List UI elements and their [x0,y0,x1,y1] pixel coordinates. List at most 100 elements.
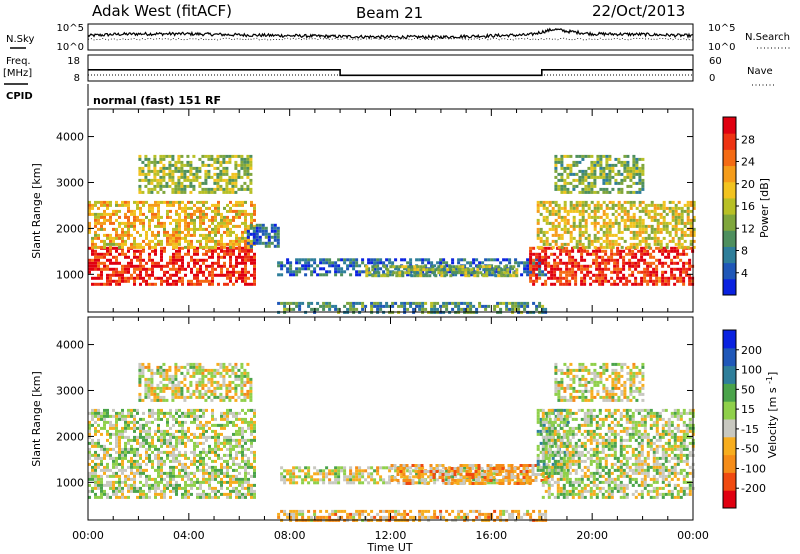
power-colorbar-tick-label-5: 24 [741,156,755,169]
noise-left-tick-top: 10^5 [57,23,84,34]
velocity-colorbar-swatch-6 [723,383,736,402]
power-region-7 [529,246,695,286]
nsky-series-line [87,27,694,40]
power-region-1 [88,200,256,249]
power-colorbar-swatch-7 [723,165,736,183]
velocity-colorbar-swatch-1 [723,472,736,491]
velocity-colorbar-tick-label-2: 50 [741,383,755,396]
power-colorbar-tick-label-1: 8 [741,245,748,258]
time-tick-label-0: 00:00 [72,529,104,542]
velocity-colorbar-tick-label-6: -100 [741,462,766,475]
freq-unit-label: [MHz] [3,68,32,79]
cpid-label: CPID [6,91,33,102]
time-tick-label-3: 12:00 [375,529,407,542]
velocity-colorbar-label: Velocity [m s -1] [765,372,779,459]
noise-right-tick-bottom: 10^0 [708,42,735,53]
time-tick-label-2: 08:00 [274,529,306,542]
power-ytick-label-2: 3000 [56,176,84,189]
station-title: Adak West (fitACF) [92,2,232,20]
power-ylabel: Slant Range [km] [30,163,43,259]
noise-left-tick-bottom: 10^0 [57,42,84,53]
velocity-colorbar-tick-label-1: 100 [741,364,762,377]
time-tick-label-4: 16:00 [475,529,507,542]
velocity-colorbar-swatch-8 [723,347,736,367]
velocity-colorbar-swatch-9 [723,330,736,349]
power-colorbar-swatch-6 [723,181,736,199]
power-region-8 [536,200,696,249]
velocity-colorbar-tick-label-3: 15 [741,403,755,416]
frequency-panel-frame [87,54,694,82]
noise-panel-frame [87,23,694,51]
velocity-colorbar-swatch-5 [723,401,736,420]
freq-left-tick-bottom: 8 [74,73,80,84]
velocity-region-3 [390,464,550,485]
time-tick-label-5: 20:00 [576,529,608,542]
velocity-colorbar-swatch-7 [723,365,736,384]
power-colorbar-label: Power [dB] [758,178,771,238]
nsearch-label: N.Search [745,32,790,43]
cpid-text: normal (fast) 151 RF [93,94,221,107]
power-ytick-label-3: 4000 [56,131,84,144]
velocity-ytick-label-2: 3000 [56,384,84,397]
freq-right-tick-top: 60 [709,56,722,67]
velocity-colorbar-swatch-0 [723,490,736,509]
power-colorbar-tick-label-4: 20 [741,178,755,191]
velocity-colorbar: 200 100 50 15 -15 -50 -100 -200 Velocity [m s -… [722,329,779,509]
power-colorbar-swatch-1 [723,262,736,280]
power-colorbar-tick-label-2: 12 [741,222,755,235]
velocity-colorbar-swatch-4 [723,419,736,438]
nsearch-series-line [87,37,693,41]
velocity-colorbar-swatch-2 [723,454,736,473]
velocity-colorbar-frame [722,329,737,509]
velocity-colorbar-label-text: Velocity [m s [766,387,779,458]
velocity-ylabel: Slant Range [km] [30,371,43,467]
velocity-colorbar-tick-label-5: -50 [741,443,759,456]
velocity-colorbar-tick-label-0: 200 [741,344,762,357]
velocity-colorbar-label-close: ] [766,372,779,376]
power-region-0 [88,246,256,286]
velocity-colorbar-tick-label-4: -15 [741,423,759,436]
power-colorbar-swatch-8 [723,149,736,167]
velocity-colorbar-swatch-3 [723,436,736,456]
frequency-panel: 18 8 60 0 [67,54,722,84]
time-tick-label-6: 00:00 [677,529,709,542]
date-title: 22/Oct/2013 [592,2,685,20]
velocity-panel: 1000 2000 3000 4000 00:00 04:00 08:00 12:00 16:0… [30,316,709,554]
power-colorbar-swatch-5 [723,197,736,215]
power-panel: 1000 2000 3000 4000 Slant Range [km] [30,108,696,314]
velocity-region-1 [138,362,253,402]
velocity-ytick-label-0: 1000 [56,476,84,489]
power-colorbar-swatch-3 [723,230,736,247]
power-region-2 [138,154,253,194]
velocity-colorbar-tick-label-7: -200 [741,482,766,495]
noise-right-tick-top: 10^5 [708,23,735,34]
power-colorbar-tick-label-0: 4 [741,267,748,280]
velocity-ytick-label-3: 4000 [56,339,84,352]
power-colorbar-swatch-10 [723,117,736,134]
power-region-5 [365,265,519,278]
power-colorbar-tick-label-6: 28 [741,133,755,146]
power-ytick-label-0: 1000 [56,268,84,281]
power-colorbar-swatch-9 [723,133,736,150]
freq-left-tick-top: 18 [67,56,80,67]
velocity-region-7 [554,362,645,402]
nave-label: Nave [747,66,773,77]
nsky-label: N.Sky [6,34,34,45]
freq-right-tick-bottom: 0 [709,73,715,84]
power-ytick-label-1: 2000 [56,222,84,235]
power-colorbar: 4 8 12 16 20 24 28 Power [dB] [722,116,771,296]
velocity-ytick-label-1: 2000 [56,430,84,443]
velocity-region-0 [88,408,256,499]
noise-panel: 10^5 10^0 10^5 10^0 [57,23,736,53]
power-region-9 [554,154,645,194]
power-region-3 [246,223,280,248]
frequency-series-line [88,69,693,77]
beam-title: Beam 21 [356,4,423,22]
velocity-colorbar-label-exponent: -1 [765,376,774,384]
time-tick-label-1: 04:00 [173,529,205,542]
time-axis-label: Time UT [366,541,412,554]
power-colorbar-swatch-2 [723,246,736,264]
power-colorbar-swatch-4 [723,214,736,231]
freq-label: Freq. [6,56,31,67]
